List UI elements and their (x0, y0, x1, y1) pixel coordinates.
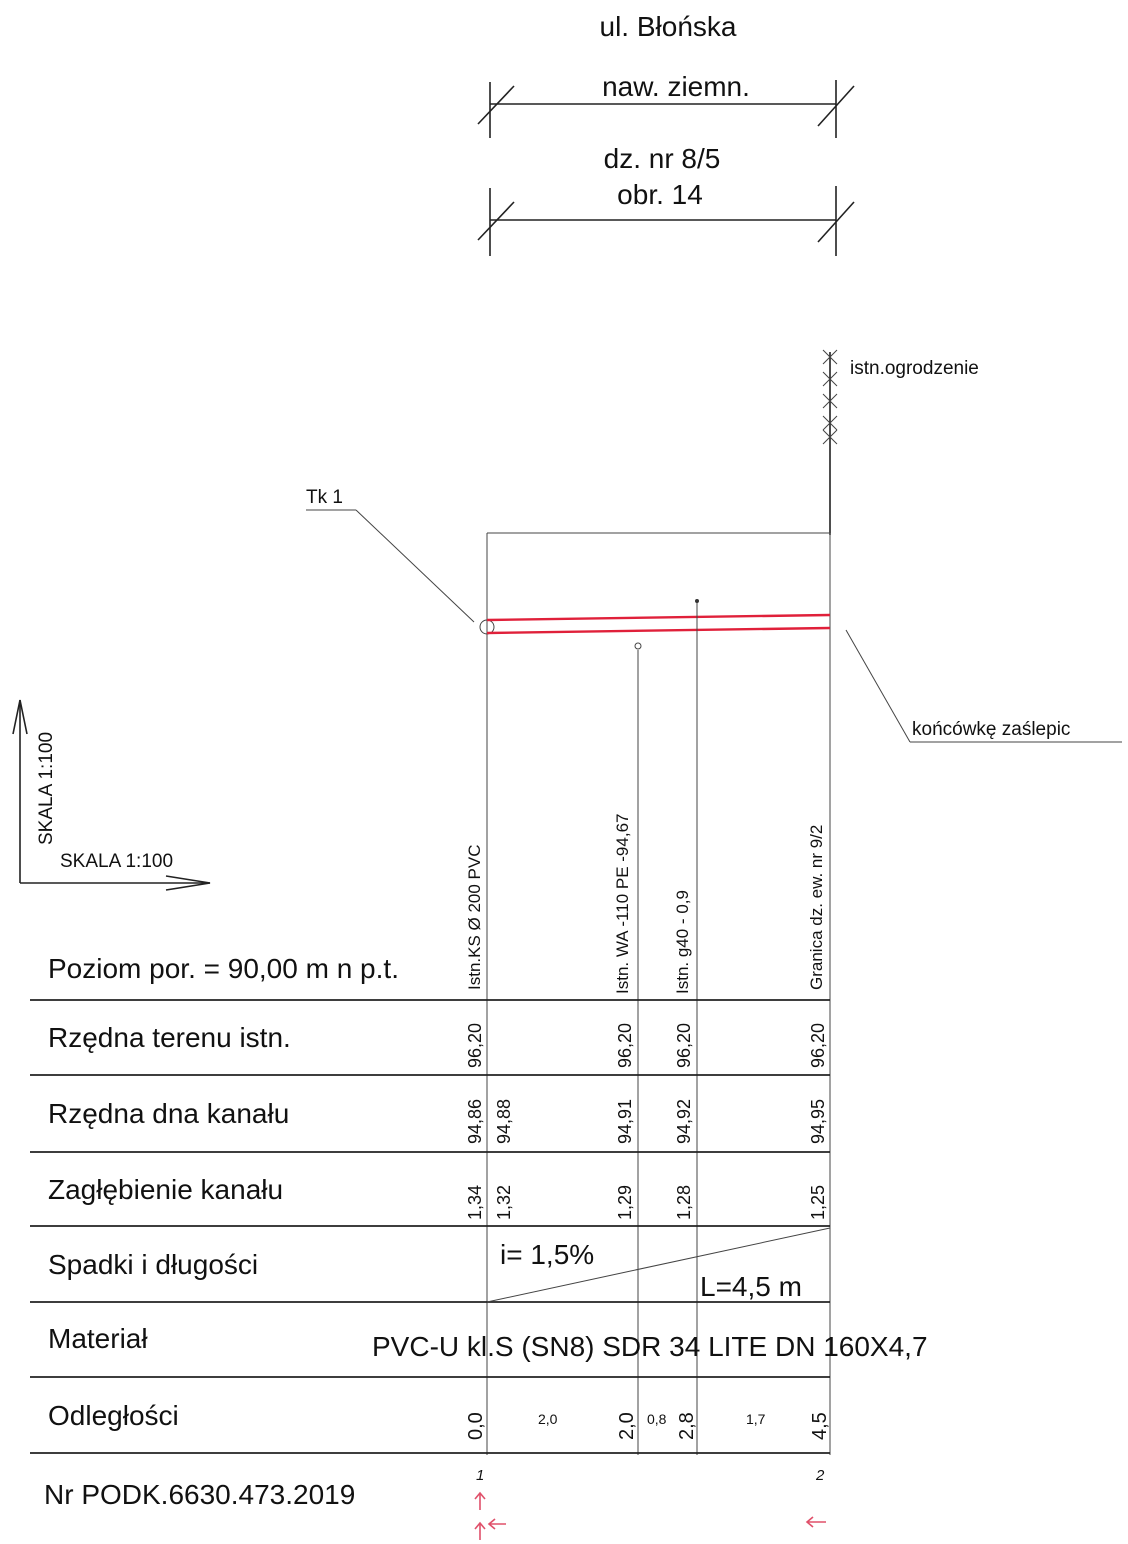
well-leader-line (306, 509, 475, 623)
pink-markers (474, 1491, 826, 1540)
row-label-bottom: Rzędna dna kanału (48, 1098, 289, 1129)
fence-symbol (822, 349, 838, 535)
end-cap-label: końcówkę zaślepic (912, 719, 1070, 740)
fence-label: istn.ogrodzenie (850, 358, 979, 379)
utility-label-water: Istn. WA -110 PE -94,67 (613, 814, 632, 994)
scale-horizontal-label: SKALA 1:100 (60, 851, 173, 872)
bottom-value: 94,92 (674, 1099, 694, 1144)
plot-number-label: dz. nr 8/5 (604, 143, 721, 174)
slope-value: i= 1,5% (500, 1239, 594, 1270)
row-label-distances: Odległości (48, 1400, 179, 1431)
surface-dimension-line (477, 80, 855, 138)
segment-length: 2,0 (538, 1411, 558, 1427)
reference-number: Nr PODK.6630.473.2019 (44, 1479, 355, 1510)
segment-length: 0,8 (647, 1411, 667, 1427)
distance-value: 2,0 (616, 1412, 638, 1440)
sewer-pipe (486, 613, 831, 635)
bottom-value: 94,86 (465, 1099, 485, 1144)
length-value: L=4,5 m (700, 1271, 802, 1302)
depth-value: 1,32 (494, 1185, 514, 1220)
row-label-depth: Zagłębienie kanału (48, 1174, 283, 1205)
distance-value: 2,8 (676, 1412, 698, 1440)
table-grid (30, 999, 831, 1454)
profile-frame (486, 532, 831, 1455)
material-value: PVC-U kl.S (SN8) SDR 34 LITE DN 160X4,7 (372, 1331, 928, 1362)
scale-vertical-label: SKALA 1:100 (36, 732, 57, 845)
row-label-terrain: Rzędna terenu istn. (48, 1022, 291, 1053)
depth-value: 1,28 (674, 1185, 694, 1220)
bottom-value: 94,95 (808, 1099, 828, 1144)
depth-value: 1,34 (465, 1185, 485, 1220)
segment-length: 1,7 (746, 1411, 766, 1427)
utility-label-boundary: Granica dz. ew. nr 9/2 (807, 825, 826, 990)
utility-label-sewer: Istn.KS Ø 200 PVC (465, 844, 484, 990)
terrain-value: 96,20 (808, 1023, 828, 1068)
terrain-value: 96,20 (674, 1023, 694, 1068)
end-cap-leader-line (845, 629, 1122, 743)
surface-label: naw. ziemn. (602, 71, 750, 102)
point-start-index: 1 (476, 1467, 484, 1484)
gas-line-marker (695, 599, 699, 1455)
depth-value: 1,29 (615, 1185, 635, 1220)
terrain-value: 96,20 (615, 1023, 635, 1068)
distance-value: 4,5 (809, 1412, 831, 1440)
utility-label-gas: Istn. g40 - 0,9 (673, 890, 692, 994)
water-line-marker (634, 642, 642, 1455)
precinct-label: obr. 14 (617, 179, 703, 210)
distance-value: 0,0 (465, 1412, 487, 1440)
depth-value: 1,25 (808, 1185, 828, 1220)
row-label-material: Materiał (48, 1323, 148, 1354)
bottom-value: 94,91 (615, 1099, 635, 1144)
row-label-slope: Spadki i długości (48, 1249, 258, 1280)
terrain-value: 96,20 (465, 1023, 485, 1068)
well-label: Tk 1 (306, 487, 343, 508)
plot-dimension-line (477, 186, 855, 256)
scale-arrows (12, 699, 211, 891)
street-label: ul. Błońska (600, 11, 737, 42)
point-end-index: 2 (815, 1467, 825, 1484)
bottom-value: 94,88 (494, 1099, 514, 1144)
reference-level-label: Poziom por. = 90,00 m n p.t. (48, 953, 399, 984)
